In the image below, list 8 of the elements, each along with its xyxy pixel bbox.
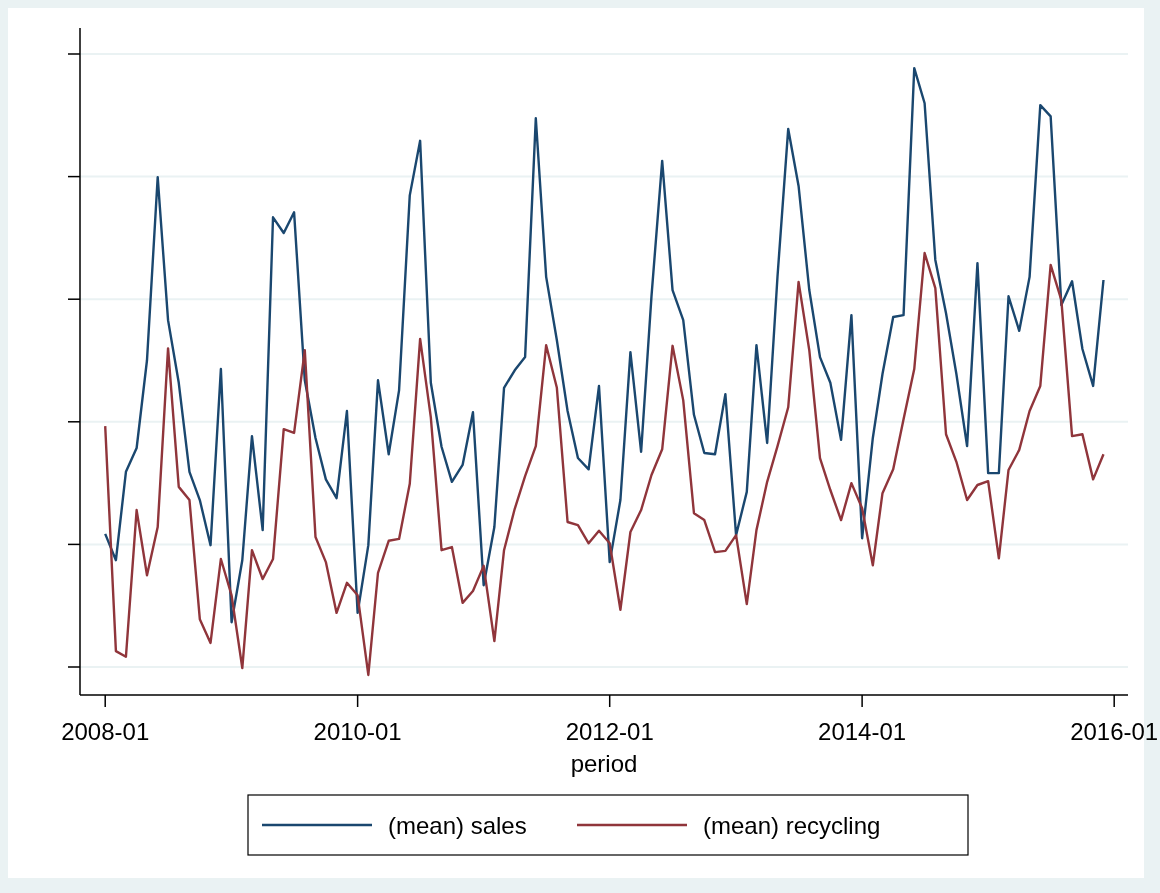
x-axis-title: period	[570, 750, 638, 777]
x-tick-label: 2012-01	[565, 718, 654, 745]
legend-label: (mean) recycling	[703, 812, 881, 839]
x-tick-label: 2008-01	[61, 718, 150, 745]
x-tick-label: 2016-01	[1070, 718, 1159, 745]
x-tick-label: 2014-01	[818, 718, 907, 745]
x-tick-label: 2010-01	[313, 718, 402, 745]
legend-label: (mean) sales	[388, 812, 527, 839]
